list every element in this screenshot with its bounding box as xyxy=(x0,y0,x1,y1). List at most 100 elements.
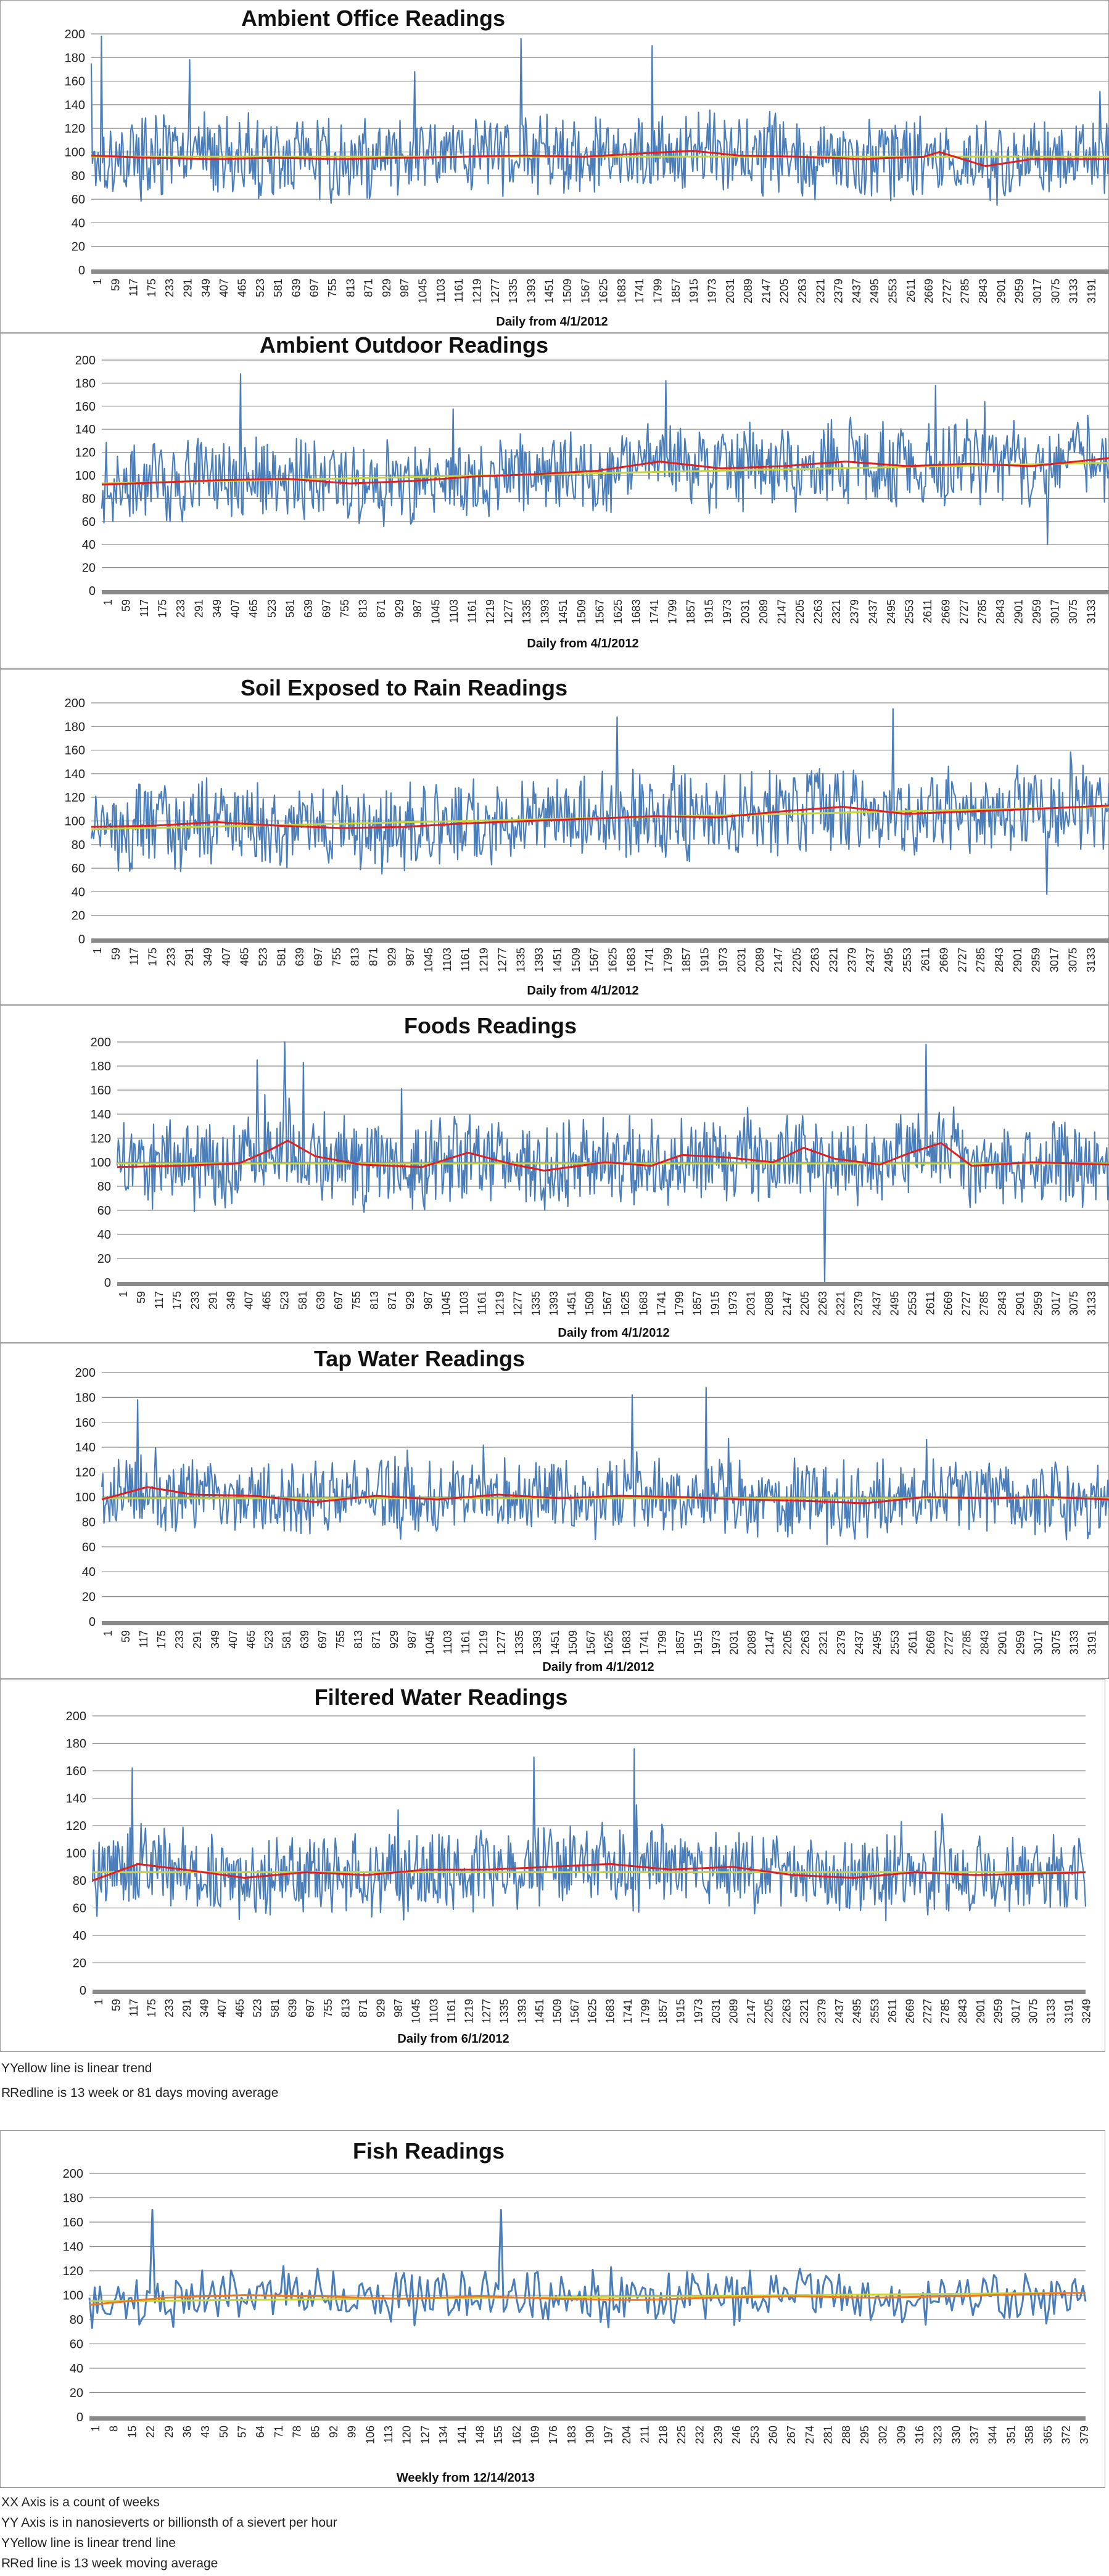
x-tick-label: 1509 xyxy=(575,599,588,624)
y-tick-label: 80 xyxy=(72,839,85,852)
x-tick-label: 233 xyxy=(175,599,187,618)
x-tick-label: 1219 xyxy=(478,948,490,972)
x-tick-label: 755 xyxy=(334,1630,347,1649)
x-tick-label: 1741 xyxy=(643,948,656,972)
x-tick-label: 1277 xyxy=(489,279,501,303)
x-tick-label: 2727 xyxy=(942,1630,955,1655)
x-tick-label: 465 xyxy=(236,279,249,297)
x-tick-label: 2089 xyxy=(742,279,754,303)
x-tick-label: 2669 xyxy=(938,948,950,972)
chart-panel-ambient-office: 0 20 40 60 80 100 120 140 160 180 200 1 59 117 175 233 2… xyxy=(0,0,1109,333)
x-tick-label: 117 xyxy=(128,948,141,966)
x-tick-label: 3017 xyxy=(1049,599,1062,624)
x-tick-label: 2495 xyxy=(888,1291,901,1316)
y-tick-label: 20 xyxy=(72,240,85,254)
x-axis-bar xyxy=(89,2416,1086,2421)
x-tick-label: 2147 xyxy=(772,948,785,972)
note-prefix: X xyxy=(1,2495,10,2509)
x-tick-label: 1219 xyxy=(484,599,497,624)
x-axis-label: Daily from 6/1/2012 xyxy=(397,2032,509,2046)
x-tick-label: 2959 xyxy=(1032,1291,1044,1316)
x-tick-label: 2553 xyxy=(889,1630,901,1655)
x-tick-label: 1567 xyxy=(593,599,606,624)
x-tick-label: 1509 xyxy=(551,1999,564,2024)
x-tick-label: 120 xyxy=(401,2426,413,2444)
x-tick-label: 92 xyxy=(328,2426,340,2438)
x-tick-label: 2031 xyxy=(728,1630,740,1655)
x-tick-label: 1 xyxy=(91,948,104,954)
data-series-line xyxy=(90,35,1109,206)
x-axis-label: Weekly from 12/14/2013 xyxy=(397,2471,535,2485)
note-line: YY Axis is in nanosieverts or billionsth… xyxy=(1,2516,337,2530)
x-tick-label: 2321 xyxy=(830,599,843,624)
x-tick-label: 2959 xyxy=(1030,948,1042,972)
x-tick-label: 1451 xyxy=(566,1291,578,1316)
x-tick-label: 1625 xyxy=(603,1630,615,1655)
x-tick-label: 295 xyxy=(859,2426,871,2444)
x-tick-label: 2205 xyxy=(763,1999,775,2024)
x-tick-label: 3133 xyxy=(1085,948,1097,972)
x-tick-label: 2089 xyxy=(763,1291,775,1316)
x-tick-label: 2089 xyxy=(754,948,766,972)
x-tick-label: 813 xyxy=(368,1291,381,1310)
y-tick-label: 100 xyxy=(63,2289,83,2303)
x-tick-label: 523 xyxy=(254,279,266,297)
x-tick-label: 639 xyxy=(294,948,306,966)
x-tick-label: 3017 xyxy=(1031,279,1044,303)
x-tick-label: 176 xyxy=(547,2426,559,2444)
x-tick-label: 2727 xyxy=(941,279,953,303)
x-tick-label: 1161 xyxy=(453,279,465,303)
x-axis-bar xyxy=(117,1282,1109,1286)
x-tick-label: 2031 xyxy=(735,948,748,972)
y-tick-label: 40 xyxy=(72,885,85,899)
x-tick-label: 2901 xyxy=(995,279,1007,303)
x-tick-label: 302 xyxy=(877,2426,889,2444)
x-tick-label: 1451 xyxy=(534,1999,546,2024)
x-tick-label: 233 xyxy=(189,1291,201,1310)
y-tick-label: 80 xyxy=(72,170,85,183)
x-tick-label: 246 xyxy=(730,2426,743,2444)
x-tick-label: 2959 xyxy=(1014,1630,1026,1655)
x-tick-label: 316 xyxy=(913,2426,926,2444)
x-tick-label: 2785 xyxy=(960,1630,973,1655)
x-tick-label: 1219 xyxy=(471,279,484,303)
x-tick-label: 2727 xyxy=(956,948,968,972)
y-tick-label: 20 xyxy=(82,1591,96,1604)
x-tick-label: 1625 xyxy=(612,599,624,624)
x-tick-label: 2437 xyxy=(833,1999,846,2024)
x-tick-label: 99 xyxy=(346,2426,358,2438)
x-axis-label: Daily from 4/1/2012 xyxy=(558,1326,669,1340)
x-tick-label: 155 xyxy=(492,2426,505,2444)
y-tick-label: 200 xyxy=(65,697,85,710)
x-tick-label: 1567 xyxy=(588,948,601,972)
x-tick-label: 117 xyxy=(128,279,140,297)
x-tick-label: 2437 xyxy=(867,599,879,624)
x-tick-label: 465 xyxy=(245,1630,257,1649)
y-tick-label: 180 xyxy=(65,720,85,734)
y-tick-label: 60 xyxy=(72,193,85,207)
x-tick-label: 175 xyxy=(171,1291,183,1310)
x-tick-label: 3133 xyxy=(1068,279,1080,303)
x-tick-label: 1393 xyxy=(525,279,537,303)
x-tick-label: 291 xyxy=(181,1999,193,2017)
x-tick-label: 1683 xyxy=(620,1630,633,1655)
x-tick-label: 813 xyxy=(339,1999,352,2017)
y-tick-label: 20 xyxy=(97,1252,111,1266)
y-tick-label: 160 xyxy=(91,1084,111,1097)
x-tick-label: 1509 xyxy=(567,1630,579,1655)
x-tick-label: 204 xyxy=(620,2426,633,2444)
x-tick-label: 2727 xyxy=(921,1999,934,2024)
x-tick-label: 523 xyxy=(263,1630,275,1649)
x-tick-label: 1857 xyxy=(670,279,682,303)
note-line: YYellow line is linear trend line xyxy=(1,2536,176,2551)
note-prefix: Y xyxy=(1,2061,10,2075)
note-text: Y Axis is in nanosieverts or billionsth … xyxy=(10,2516,337,2530)
x-tick-label: 871 xyxy=(375,599,387,618)
y-tick-label: 60 xyxy=(73,1902,86,1916)
x-tick-label: 1219 xyxy=(477,1630,490,1655)
chart-panel-fish: 0 20 40 60 80 100 120 140 160 180 200 1 8 15 22 29 36 43 5… xyxy=(0,2130,1109,2488)
x-tick-label: 71 xyxy=(273,2426,285,2438)
x-tick-label: 1335 xyxy=(514,948,527,972)
x-tick-label: 2843 xyxy=(996,1291,1008,1316)
x-tick-label: 1915 xyxy=(699,948,711,972)
